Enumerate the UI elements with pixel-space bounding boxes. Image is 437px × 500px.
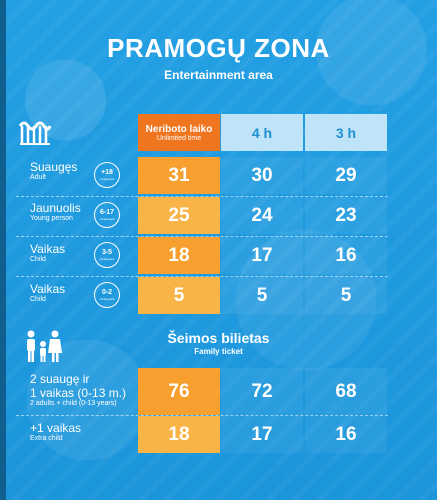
age-unit: metų/years: [99, 177, 115, 181]
row-label-child: Vaikas Child: [30, 242, 65, 263]
price-cell: 16: [305, 416, 387, 453]
age-badge: +18 metų/years: [94, 162, 120, 188]
price-cell: 5: [305, 277, 387, 314]
row-label-lt: Vaikas: [30, 242, 66, 256]
price-cell: 24: [221, 197, 303, 234]
age-badge: 3-5 metų/years: [94, 242, 120, 268]
left-edge: [0, 0, 6, 500]
row-label-en: Adult: [30, 174, 46, 181]
age-badge: 6-17 metų/years: [94, 202, 120, 228]
price-cell: 76: [138, 368, 220, 415]
page-subtitle: Entertainment area: [164, 68, 273, 82]
header-4h: 4 h: [221, 114, 303, 151]
row-label-adult: Suaugęs Adult: [30, 160, 77, 181]
age-range: 3-5: [101, 249, 113, 256]
row-divider: [16, 236, 388, 237]
row-label-lt: +1 vaikas: [30, 421, 82, 435]
price-cell: 17: [221, 416, 303, 453]
row-label-en: Young person: [30, 215, 73, 222]
row-divider: [16, 276, 388, 277]
family-title: Šeimos bilietas: [167, 330, 270, 346]
row-label-extra-child: +1 vaikas Extra child: [30, 421, 81, 442]
price-cell: 29: [305, 157, 387, 194]
price-cell: 31: [138, 157, 220, 194]
row-label-lt: Jaunuolis: [30, 201, 81, 215]
row-label-lt: Vaikas: [30, 282, 66, 296]
age-unit: metų/years: [99, 257, 115, 261]
row-label-lt: Suaugęs: [30, 160, 78, 174]
page-title: PRAMOGŲ ZONA: [107, 33, 330, 63]
age-badge: 0-2 metų/years: [94, 282, 120, 308]
row-label-en: 2 adults + child (0-13 years): [30, 400, 117, 407]
price-cell: 72: [221, 368, 303, 415]
row-label-lt: 2 suaugę ir: [30, 372, 90, 386]
header-unlimited-en: Unlimited time: [156, 134, 202, 142]
row-divider: [16, 196, 388, 197]
price-cell: 23: [305, 197, 387, 234]
age-unit: metų/years: [99, 297, 115, 301]
row-label-en: Child: [30, 256, 46, 263]
price-cell: 18: [138, 416, 220, 453]
family-icon: [27, 330, 62, 362]
row-label-en: Child: [30, 296, 46, 303]
price-cell: 18: [138, 237, 220, 274]
price-cell: 68: [305, 368, 387, 415]
water-wave-icon: [18, 121, 52, 145]
row-divider: [16, 415, 388, 416]
age-unit: metų/years: [99, 217, 115, 221]
price-cell: 17: [221, 237, 303, 274]
price-cell: 30: [221, 157, 303, 194]
row-label-infant: Vaikas Child: [30, 282, 65, 303]
row-label-en: Extra child: [30, 435, 63, 442]
header-3h: 3 h: [305, 114, 387, 151]
price-cell: 5: [138, 277, 220, 314]
age-range: 0-2: [101, 289, 113, 296]
row-label-young: Jaunuolis Young person: [30, 201, 81, 222]
price-cell: 25: [138, 197, 220, 234]
row-label-family: 2 suaugę ir 1 vaikas (0-13 m.) 2 adults …: [30, 372, 126, 407]
header-unlimited-lt: Neriboto laiko: [145, 123, 213, 135]
row-label-lt-2: 1 vaikas (0-13 m.): [30, 386, 127, 400]
family-subtitle: Family ticket: [194, 347, 243, 356]
price-cell: 5: [221, 277, 303, 314]
price-cell: 16: [305, 237, 387, 274]
header-unlimited: Neriboto laiko Unlimited time: [138, 114, 220, 151]
age-range: +18: [101, 169, 113, 176]
age-range: 6-17: [99, 209, 114, 216]
